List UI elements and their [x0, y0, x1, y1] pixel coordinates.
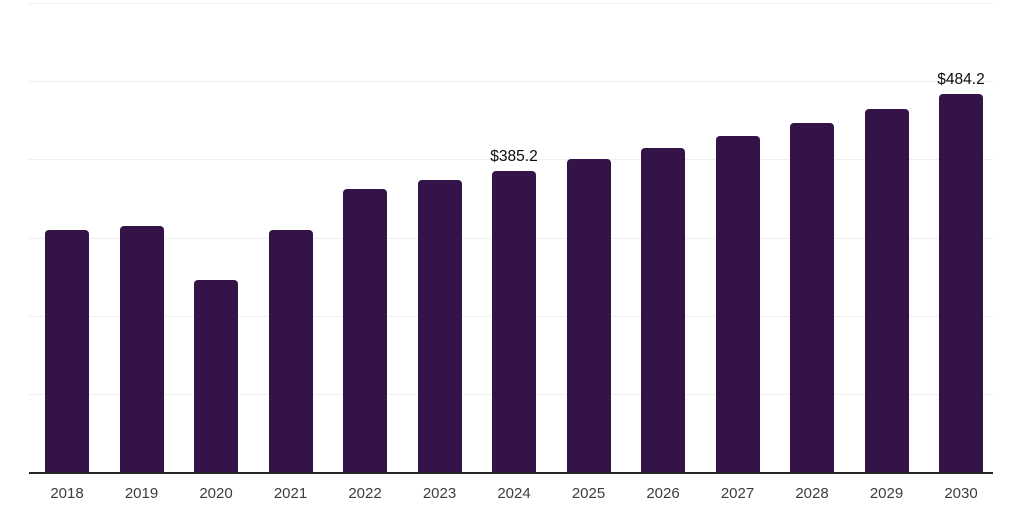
- bar-2030: [939, 93, 983, 472]
- x-tick-2020: 2020: [199, 485, 233, 502]
- x-tick-2023: 2023: [422, 485, 457, 502]
- gridline-400: [29, 159, 993, 161]
- bar-2019: [119, 225, 164, 472]
- x-tick-2027: 2027: [720, 485, 755, 502]
- x-tick-2021: 2021: [273, 485, 308, 502]
- value-label-2024: $385.2: [490, 148, 538, 166]
- x-tick-2022: 2022: [348, 485, 382, 502]
- x-tick-2029: 2029: [869, 485, 904, 502]
- x-tick-2026: 2026: [646, 485, 680, 502]
- gridline-500: [29, 81, 993, 83]
- value-label-2030: $484.2: [937, 71, 985, 89]
- bar-2021: [268, 229, 313, 472]
- bar-2028: [790, 122, 834, 472]
- bar-2024: [492, 170, 536, 472]
- plot-area: $385.2 $484.2: [29, 3, 993, 474]
- bar-2023: [417, 179, 462, 472]
- gridline-600: [29, 3, 993, 4]
- bar-2020: [194, 279, 238, 472]
- bar-2018: [45, 229, 89, 472]
- x-axis-labels: 2018 2019 2020 2021 2022 2023 2024 2025 2026 2027…: [29, 485, 993, 507]
- x-tick-2030: 2030: [944, 485, 978, 502]
- x-tick-2019: 2019: [124, 485, 159, 502]
- x-tick-2025: 2025: [571, 485, 606, 502]
- bar-2026: [641, 147, 685, 472]
- bar-2025: [566, 159, 611, 472]
- x-tick-2028: 2028: [795, 485, 829, 502]
- x-tick-2024: 2024: [497, 485, 531, 502]
- bar-2029: [864, 108, 909, 472]
- bar-2027: [715, 135, 760, 472]
- x-tick-2018: 2018: [50, 485, 84, 502]
- bar-2022: [343, 189, 387, 472]
